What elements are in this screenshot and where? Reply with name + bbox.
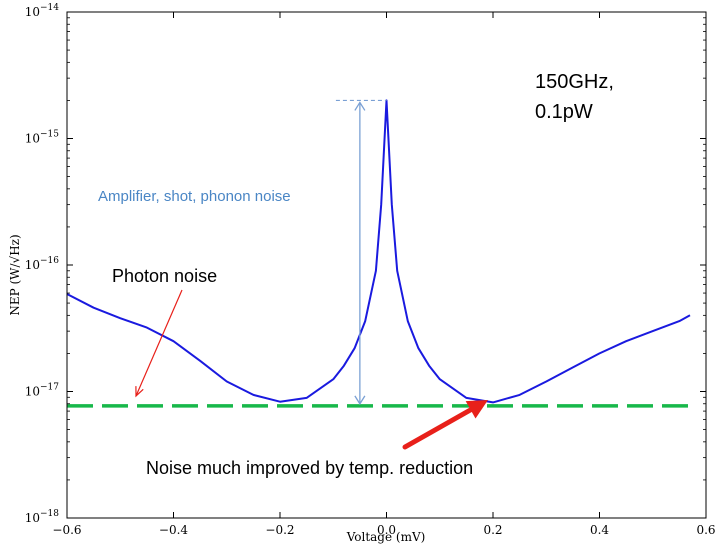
bracket-arrowhead-top [354, 101, 366, 111]
improvement-arrowhead [465, 400, 488, 419]
plot-area [66, 99, 696, 450]
x-tick-label: −0.6 [52, 523, 81, 537]
y-axis-label: NEP (W/√Hz) [8, 234, 22, 315]
y-tick-label: 10−17 [25, 383, 60, 399]
improvement-arrow [402, 405, 477, 450]
x-tick-label: 0.0 [377, 523, 396, 537]
amplifier-noise-label: Amplifier, shot, phonon noise [98, 188, 291, 205]
y-tick-label: 10−16 [25, 256, 60, 272]
bracket-arrowhead-bottom [354, 395, 366, 406]
x-tick-label: 0.6 [696, 523, 715, 537]
x-tick-label: −0.2 [265, 523, 294, 537]
photon-noise-label: Photon noise [112, 266, 217, 286]
y-tick-label: 10−15 [25, 130, 60, 146]
y-tick-label: 10−14 [25, 3, 60, 19]
nep-curve [66, 99, 691, 404]
annotations: 150GHz, 0.1pW Amplifier, shot, phonon no… [98, 71, 614, 478]
axes: Voltage (mV) NEP (W/√Hz) −0.6 −0.4 −0.2 0.0… [8, 3, 716, 544]
photon-noise-arrowhead [135, 386, 144, 398]
x-tick-label: −0.4 [159, 523, 189, 537]
x-tick-label: 0.2 [483, 523, 502, 537]
x-tick-label: 0.4 [590, 523, 609, 537]
improvement-label: Noise much improved by temp. reduction [146, 458, 473, 478]
x-axis-label: Voltage (mV) [346, 530, 426, 544]
condition-label-line2: 0.1pW [535, 101, 593, 123]
condition-label-line1: 150GHz, [535, 71, 614, 93]
y-tick-label: 10−18 [25, 509, 60, 525]
photon-noise-arrow [135, 289, 183, 397]
